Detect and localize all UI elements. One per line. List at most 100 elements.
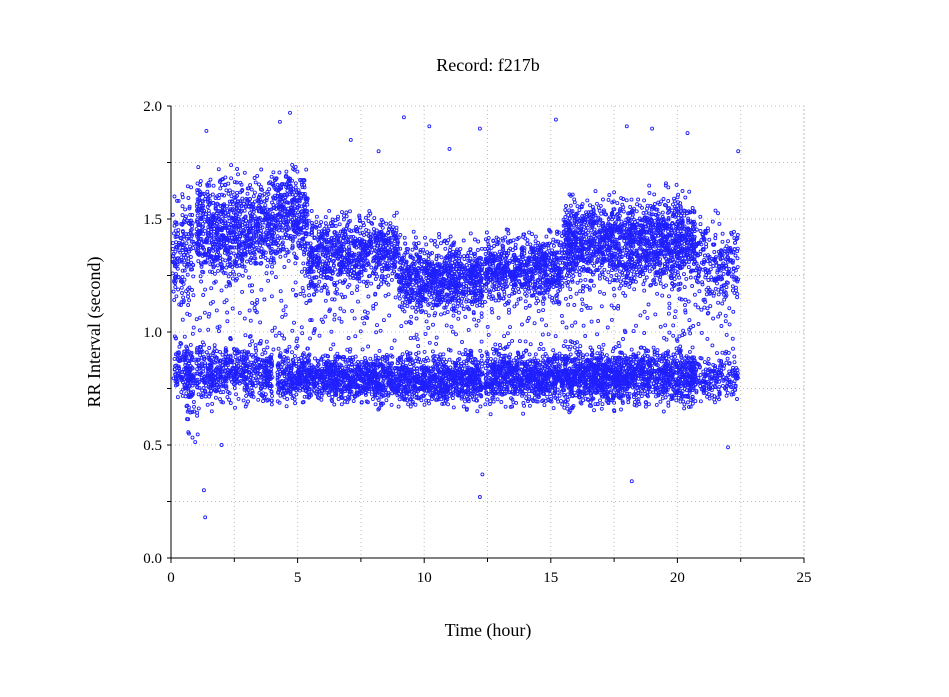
- data-point: [352, 316, 357, 321]
- data-point: [195, 213, 200, 218]
- data-point: [348, 209, 352, 214]
- data-point: [284, 169, 289, 174]
- data-point: [290, 162, 295, 167]
- data-point: [210, 270, 215, 275]
- data-point: [236, 172, 240, 177]
- data-point: [271, 202, 276, 207]
- data-point: [258, 243, 262, 248]
- data-point: [180, 213, 185, 218]
- data-point: [176, 198, 181, 203]
- data-point: [316, 269, 321, 273]
- data-point: [230, 306, 235, 311]
- data-point: [309, 209, 314, 213]
- data-point: [175, 198, 179, 203]
- data-point: [263, 203, 268, 208]
- data-point: [231, 251, 236, 256]
- data-point: [366, 344, 371, 349]
- data-point: [171, 289, 176, 294]
- data-point: [317, 279, 322, 284]
- data-point: [181, 281, 186, 286]
- data-point: [229, 199, 234, 204]
- data-point: [299, 325, 304, 330]
- data-point: [192, 409, 197, 414]
- data-point: [386, 292, 391, 297]
- data-point: [293, 280, 298, 285]
- data-point: [176, 287, 181, 292]
- data-point: [385, 245, 390, 250]
- data-point: [187, 312, 192, 317]
- data-point: [415, 337, 420, 342]
- data-point: [293, 261, 298, 266]
- data-point: [189, 239, 194, 244]
- data-point: [230, 276, 235, 281]
- data-point: [190, 288, 194, 292]
- data-point: [355, 288, 359, 293]
- data-point: [359, 359, 364, 364]
- data-point: [195, 410, 200, 415]
- data-point: [269, 174, 274, 179]
- data-point: [179, 258, 184, 263]
- data-point: [299, 269, 304, 274]
- data-point: [338, 306, 343, 311]
- data-point: [195, 217, 200, 222]
- data-point: [243, 268, 248, 273]
- data-point: [189, 265, 194, 270]
- data-point: [221, 390, 226, 394]
- data-point: [384, 398, 389, 403]
- data-point: [236, 396, 241, 401]
- data-point: [190, 267, 195, 272]
- data-point: [184, 250, 188, 254]
- data-point: [225, 204, 229, 209]
- data-point: [180, 192, 185, 197]
- data-point: [187, 262, 191, 267]
- data-point: [319, 397, 324, 402]
- data-point: [233, 405, 237, 410]
- data-point: [214, 349, 219, 354]
- data-point: [388, 221, 393, 226]
- data-point: [239, 204, 244, 208]
- data-point: [195, 413, 200, 418]
- data-point: [225, 262, 230, 267]
- data-point: [220, 352, 225, 357]
- data-point: [180, 242, 185, 247]
- data-point: [185, 253, 190, 258]
- data-point: [292, 354, 297, 359]
- data-point: [173, 285, 178, 289]
- data-point: [185, 262, 190, 267]
- data-point: [198, 179, 203, 184]
- data-point: [216, 196, 221, 201]
- data-point: [362, 321, 367, 326]
- data-point: [211, 183, 216, 188]
- data-point: [187, 285, 192, 290]
- data-point: [170, 271, 175, 276]
- data-point: [378, 328, 383, 333]
- data-point: [302, 266, 307, 271]
- data-point: [260, 352, 265, 357]
- data-point: [184, 241, 189, 246]
- data-point: [198, 182, 203, 187]
- data-point: [195, 202, 199, 207]
- data-point: [231, 221, 236, 225]
- data-point: [190, 213, 195, 217]
- data-point: [181, 219, 186, 224]
- data-point: [280, 333, 285, 338]
- data-point: [248, 183, 253, 188]
- data-point: [276, 346, 281, 351]
- data-point: [356, 299, 360, 304]
- data-point: [353, 354, 358, 359]
- data-point: [278, 289, 283, 294]
- data-point: [317, 333, 322, 338]
- data-point: [358, 225, 363, 230]
- data-point: [320, 259, 325, 264]
- data-point: [180, 195, 185, 200]
- data-point: [389, 277, 394, 282]
- data-point: [246, 186, 251, 191]
- data-point: [246, 399, 250, 404]
- data-point: [191, 325, 196, 330]
- data-point: [219, 219, 224, 224]
- data-point: [200, 388, 205, 393]
- data-point: [180, 229, 185, 234]
- data-point: [198, 210, 203, 215]
- data-point: [184, 289, 189, 294]
- data-point: [232, 245, 236, 250]
